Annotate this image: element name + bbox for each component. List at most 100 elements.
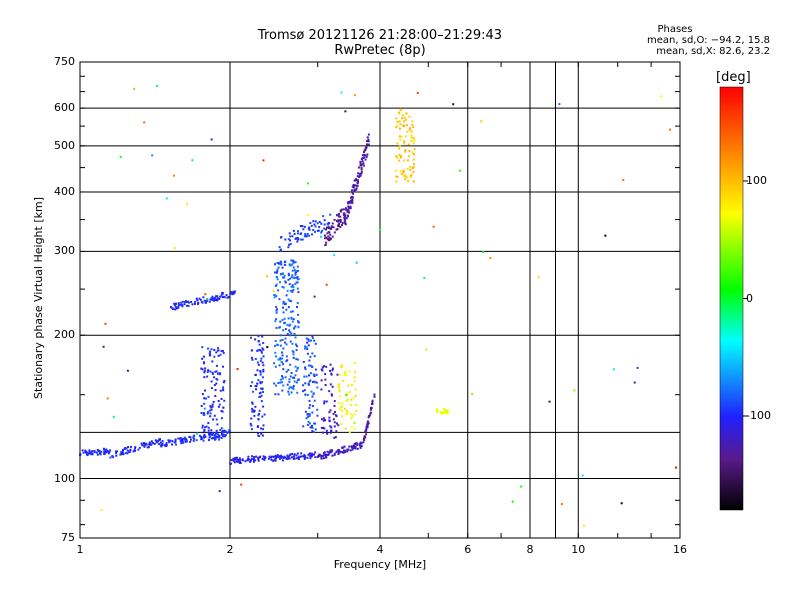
data-point bbox=[251, 381, 254, 384]
data-point bbox=[295, 369, 298, 372]
data-point bbox=[215, 429, 218, 432]
data-point bbox=[288, 299, 291, 302]
data-point bbox=[106, 397, 109, 400]
data-point bbox=[280, 456, 283, 459]
data-point bbox=[339, 220, 342, 223]
data-point bbox=[148, 443, 151, 446]
data-point bbox=[310, 390, 313, 393]
data-point bbox=[273, 293, 276, 296]
data-point bbox=[222, 406, 225, 409]
data-point bbox=[229, 462, 232, 465]
data-point bbox=[257, 349, 260, 352]
data-point bbox=[343, 408, 346, 411]
data-point bbox=[292, 318, 295, 321]
data-point bbox=[257, 363, 260, 366]
data-point bbox=[403, 142, 406, 145]
colorbar-tick-label: 0 bbox=[746, 291, 753, 305]
data-point bbox=[252, 390, 255, 393]
data-point bbox=[183, 436, 186, 439]
data-point bbox=[354, 371, 357, 374]
data-point bbox=[307, 453, 310, 456]
data-point bbox=[295, 454, 298, 457]
data-point bbox=[86, 454, 89, 457]
data-point bbox=[112, 415, 115, 418]
data-point bbox=[232, 457, 235, 460]
data-point bbox=[366, 426, 369, 429]
data-point bbox=[143, 445, 146, 448]
data-point bbox=[272, 455, 275, 458]
data-point bbox=[282, 456, 285, 459]
data-point bbox=[325, 429, 328, 432]
data-point bbox=[280, 261, 283, 264]
data-point bbox=[312, 405, 315, 408]
data-point bbox=[331, 367, 334, 370]
data-point bbox=[173, 247, 176, 250]
data-point bbox=[134, 447, 137, 450]
data-point bbox=[305, 375, 308, 378]
data-point bbox=[396, 124, 399, 127]
data-point bbox=[284, 302, 287, 305]
data-point bbox=[340, 409, 343, 412]
data-point bbox=[333, 231, 336, 234]
data-point bbox=[280, 236, 283, 239]
data-point bbox=[261, 381, 264, 384]
data-point bbox=[303, 375, 306, 378]
data-point bbox=[279, 381, 282, 384]
data-point bbox=[612, 368, 615, 371]
data-point bbox=[159, 441, 162, 444]
data-point bbox=[302, 384, 305, 387]
data-point bbox=[256, 425, 259, 428]
data-point bbox=[342, 208, 345, 211]
data-point bbox=[329, 449, 332, 452]
data-point bbox=[104, 322, 107, 325]
data-point bbox=[358, 443, 361, 446]
data-point bbox=[311, 352, 314, 355]
data-point bbox=[276, 270, 279, 273]
data-point bbox=[344, 217, 347, 220]
data-point bbox=[203, 407, 206, 410]
data-point bbox=[548, 400, 551, 403]
data-point bbox=[281, 351, 284, 354]
data-point bbox=[308, 374, 311, 377]
data-point bbox=[219, 428, 222, 431]
data-point bbox=[254, 385, 257, 388]
data-point bbox=[400, 109, 403, 112]
data-point bbox=[325, 236, 328, 239]
y-tick-label: 200 bbox=[54, 328, 75, 342]
data-point bbox=[287, 272, 290, 275]
data-point bbox=[282, 311, 285, 314]
data-point bbox=[213, 384, 216, 387]
data-point bbox=[340, 91, 343, 94]
data-point bbox=[204, 293, 207, 296]
data-point bbox=[172, 174, 175, 177]
data-point bbox=[236, 458, 239, 461]
data-point bbox=[367, 421, 370, 424]
data-point bbox=[292, 261, 295, 264]
data-point bbox=[218, 490, 221, 493]
data-point bbox=[281, 266, 284, 269]
data-point bbox=[252, 460, 255, 463]
data-point bbox=[296, 367, 299, 370]
data-point bbox=[325, 228, 328, 231]
data-point bbox=[155, 441, 158, 444]
data-point bbox=[313, 339, 316, 342]
data-point bbox=[158, 443, 161, 446]
data-point bbox=[277, 358, 280, 361]
data-point bbox=[202, 412, 205, 415]
data-point bbox=[325, 365, 328, 368]
data-point bbox=[251, 455, 254, 458]
data-point bbox=[362, 164, 365, 167]
axis-ticks bbox=[79, 61, 748, 539]
data-point bbox=[213, 355, 216, 358]
data-point bbox=[210, 138, 213, 141]
data-point bbox=[209, 415, 212, 418]
data-point bbox=[287, 317, 290, 320]
data-point bbox=[363, 435, 366, 438]
data-point bbox=[235, 456, 238, 459]
data-point bbox=[288, 393, 291, 396]
data-point bbox=[304, 382, 307, 385]
data-point bbox=[247, 458, 250, 461]
data-point bbox=[328, 416, 331, 419]
data-point bbox=[307, 382, 310, 385]
data-point bbox=[275, 355, 278, 358]
